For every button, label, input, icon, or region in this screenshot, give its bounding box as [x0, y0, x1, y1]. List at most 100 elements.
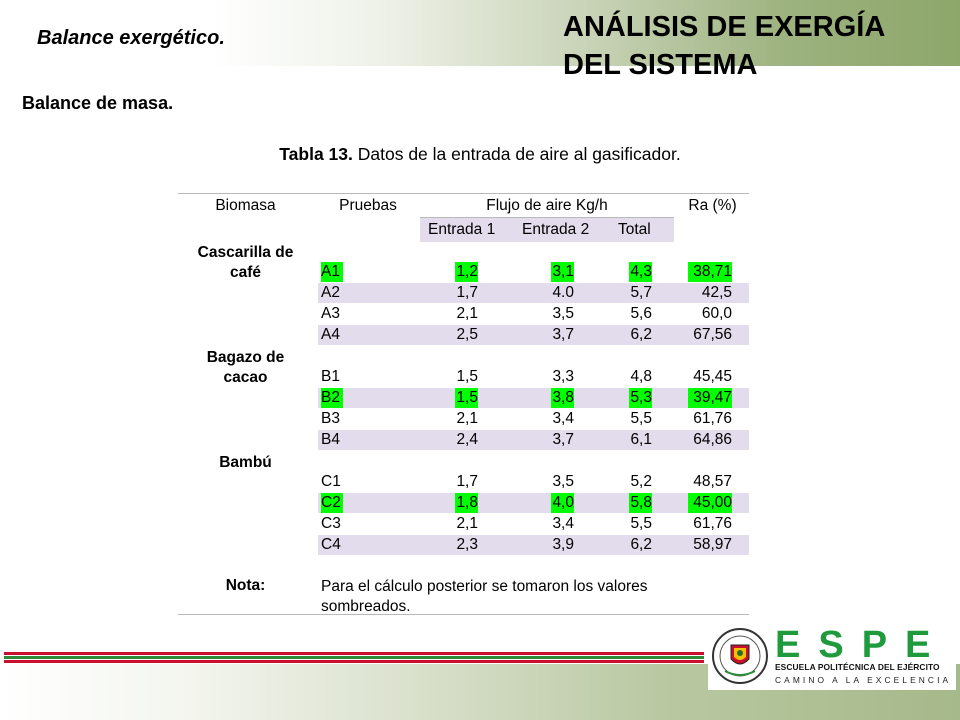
header-biomasa: Biomasa [215, 197, 276, 214]
cell-e1: 1,5 [456, 368, 478, 385]
group-label-bagazo: Bagazo de cacao [178, 348, 313, 388]
cell-e1: 1,8 [455, 493, 478, 513]
cell-total: 5,7 [630, 284, 652, 301]
espe-motto: CAMINO A LA EXCELENCIA [775, 675, 952, 685]
table-row [318, 472, 749, 492]
cell-total: 6,2 [630, 536, 652, 553]
cell-prueba: C4 [321, 536, 341, 553]
cell-ra: 58,97 [693, 536, 732, 553]
cell-prueba: B4 [321, 431, 340, 448]
cell-prueba: A4 [321, 326, 340, 343]
cell-ra: 60,0 [701, 305, 732, 322]
subheader-entrada1: Entrada 1 [428, 221, 496, 238]
slide-title-line2: DEL SISTEMA [563, 49, 758, 81]
cell-ra: 45,00 [688, 493, 732, 513]
cell-e2: 3,4 [552, 515, 574, 532]
cell-total: 4,3 [629, 262, 652, 282]
cell-prueba: C2 [321, 493, 343, 513]
cell-e1: 2,1 [456, 515, 478, 532]
table-row [318, 388, 749, 408]
cell-e2: 3,5 [552, 473, 574, 490]
cell-e1: 2,1 [456, 305, 478, 322]
table-row [318, 409, 749, 429]
cell-total: 5,5 [630, 410, 652, 427]
cell-total: 4,8 [630, 368, 652, 385]
table-caption-text: Datos de la entrada de aire al gasificad… [352, 144, 681, 164]
nota-text: Para el cálculo posterior se tomaron los… [321, 577, 721, 617]
cell-e1: 2,3 [456, 536, 478, 553]
header-pruebas: Pruebas [339, 197, 397, 214]
cell-prueba: A3 [321, 305, 340, 322]
cell-e2: 4,0 [551, 493, 574, 513]
espe-brand-logo: ESPE [775, 626, 945, 660]
group-label-line: cacao [223, 369, 268, 386]
cell-e1: 1,7 [456, 473, 478, 490]
cell-e2: 3,7 [552, 326, 574, 343]
cell-ra: 64,86 [693, 431, 732, 448]
group-label-line: Bambú [219, 454, 272, 471]
subheader-top-border [420, 217, 674, 218]
cell-e1: 2,5 [456, 326, 478, 343]
footer-stripe-green [4, 656, 704, 659]
footer-stripe-red [4, 652, 704, 655]
table-row [318, 325, 749, 345]
cell-ra: 61,76 [693, 410, 732, 427]
cell-prueba: B3 [321, 410, 340, 427]
cell-prueba: B2 [321, 388, 343, 408]
section-label: Balance de masa. [22, 93, 174, 113]
subheader-band [420, 218, 674, 242]
university-seal-icon [712, 628, 768, 684]
espe-name: ESCUELA POLITÉCNICA DEL EJÉRCITO [775, 662, 940, 672]
cell-e1: 1,7 [456, 284, 478, 301]
group-label-line: Bagazo de [206, 349, 285, 366]
header-flujo: Flujo de aire Kg/h [486, 197, 608, 214]
cell-e2: 3,9 [552, 536, 574, 553]
group-label-line: Cascarilla de [197, 244, 294, 261]
cell-total: 5,8 [629, 493, 652, 513]
nota-label: Nota: [225, 577, 266, 594]
cell-e2: 3,3 [552, 368, 574, 385]
group-label-line: café [229, 264, 262, 281]
subheader-total: Total [618, 221, 651, 238]
table-row [318, 535, 749, 555]
cell-prueba: C3 [321, 515, 341, 532]
cell-e1: 1,2 [455, 262, 478, 282]
cell-total: 6,1 [630, 431, 652, 448]
table-row [318, 493, 749, 513]
table-row [318, 514, 749, 534]
table-row [318, 304, 749, 324]
table-row [318, 283, 749, 303]
table-top-border [178, 193, 749, 194]
cell-e1: 2,1 [456, 410, 478, 427]
cell-prueba: B1 [321, 368, 340, 385]
table-row [318, 430, 749, 450]
subheader-entrada2: Entrada 2 [522, 221, 590, 238]
nota-line: sombreados. [321, 598, 411, 615]
cell-ra: 61,76 [693, 515, 732, 532]
cell-ra: 67,56 [693, 326, 732, 343]
cell-total: 5,2 [630, 473, 652, 490]
slide-title: ANÁLISIS DE EXERGÍA DEL SISTEMA [563, 8, 943, 84]
cell-prueba: A1 [321, 262, 343, 282]
espe-brand-text: ESPE [775, 626, 945, 660]
group-label-bambu: Bambú [178, 453, 313, 473]
cell-ra: 45,45 [693, 368, 732, 385]
table-row [318, 262, 749, 282]
group-label-cascarilla: Cascarilla de café [178, 243, 313, 283]
slide-title-line1: ANÁLISIS DE EXERGÍA [563, 11, 886, 43]
cell-e2: 4.0 [552, 284, 574, 301]
cell-ra: 38,71 [688, 262, 732, 282]
cell-prueba: A2 [321, 284, 340, 301]
cell-total: 5,3 [629, 388, 652, 408]
table-row [318, 367, 749, 387]
header-ra: Ra (%) [688, 197, 737, 214]
table-caption: Tabla 13. Datos de la entrada de aire al… [0, 144, 960, 165]
cell-prueba: C1 [321, 473, 341, 490]
cell-total: 5,5 [630, 515, 652, 532]
header-band [0, 0, 960, 66]
cell-ra: 48,57 [693, 473, 732, 490]
table-caption-label: Tabla 13. [279, 144, 353, 164]
cell-e2: 3,5 [552, 305, 574, 322]
table-bottom-border [178, 614, 749, 615]
cell-e2: 3,7 [552, 431, 574, 448]
